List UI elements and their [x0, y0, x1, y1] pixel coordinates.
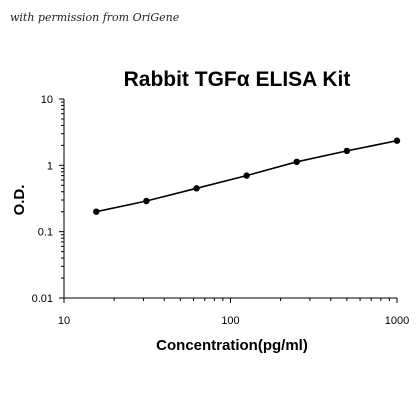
data-point — [393, 137, 401, 144]
data-point — [93, 208, 100, 215]
credit-text: with permission from OriGene — [10, 11, 180, 24]
y-tick-label: 0.1 — [38, 227, 53, 239]
data-point — [193, 185, 200, 192]
data-point — [343, 147, 351, 155]
series-layer — [93, 137, 401, 215]
x-ticks: 10 100 1000 — [58, 298, 409, 327]
y-tick-label: 1 — [47, 160, 53, 172]
y-axis-label: O.D. — [11, 185, 28, 216]
x-axis-label: Concentration(pg/ml) — [156, 337, 308, 354]
data-point — [293, 158, 300, 166]
x-tick-label: 100 — [221, 315, 239, 327]
chart-title: Rabbit TGFα ELISA Kit — [124, 68, 351, 91]
data-point — [143, 197, 150, 205]
axes — [63, 99, 397, 299]
y-ticks: 10 1 0.1 0.01 — [32, 94, 64, 305]
y-tick-label: 10 — [41, 94, 53, 106]
x-tick-label: 1000 — [385, 315, 409, 327]
data-point — [243, 172, 250, 179]
y-tick-label: 0.01 — [32, 293, 53, 305]
x-tick-label: 10 — [58, 315, 70, 327]
